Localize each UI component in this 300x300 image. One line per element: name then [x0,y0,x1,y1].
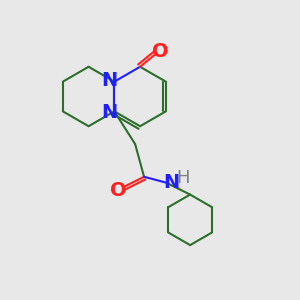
Text: N: N [102,103,118,122]
Text: O: O [110,181,127,200]
Text: N: N [164,173,180,192]
Text: H: H [176,169,189,187]
Text: O: O [152,42,168,62]
Text: N: N [102,71,118,90]
